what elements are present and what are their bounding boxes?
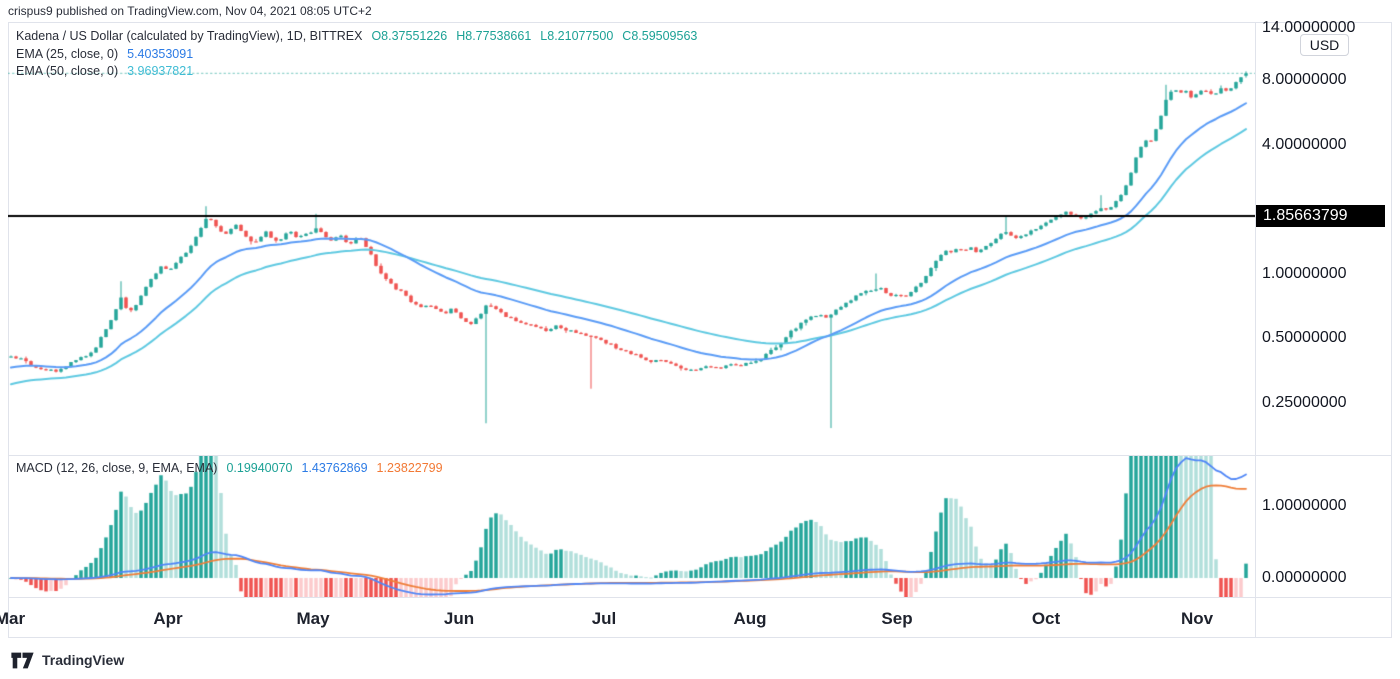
ema50-legend[interactable]: EMA (50, close, 0) 3.96937821 (16, 64, 193, 78)
price-axis-label: 8.00000000 (1262, 71, 1347, 88)
price-pane-canvas[interactable] (8, 22, 1255, 455)
price-axis-label: 0.25000000 (1262, 393, 1347, 411)
ema25-label: EMA (25, close, 0) (16, 47, 119, 61)
tradingview-logo-icon (11, 652, 34, 668)
price-axis-separator (1255, 22, 1256, 638)
ema25-value: 5.40353091 (127, 47, 194, 61)
ema50-label: EMA (50, close, 0) (16, 64, 119, 78)
time-axis-label-mar[interactable]: Mar (0, 609, 26, 628)
ohlc-close: C8.59509563 (622, 29, 698, 43)
pane-separator (8, 455, 1392, 456)
price-axis-label: 4.00000000 (1262, 135, 1347, 153)
horizontal-line-price-label[interactable]: 1.85663799 (1256, 205, 1385, 227)
ohlc-open: O8.37551226 (371, 29, 448, 43)
macd-pane-canvas[interactable] (8, 455, 1255, 597)
symbol-title: Kadena / US Dollar (calculated by Tradin… (16, 29, 363, 43)
currency-button[interactable]: USD (1300, 34, 1349, 56)
time-axis-label-jun[interactable]: Jun (443, 609, 475, 628)
macd-legend[interactable]: MACD (12, 26, close, 9, EMA, EMA) 0.19940… (16, 461, 443, 475)
attribution-text: crispus9 published on TradingView.com, N… (8, 4, 372, 18)
macd-label: MACD (12, 26, close, 9, EMA, EMA) (16, 461, 218, 475)
ohlc-low: L8.21077500 (540, 29, 614, 43)
tradingview-brand[interactable]: TradingView (10, 650, 124, 670)
macd-line-value: 1.43762869 (301, 461, 368, 475)
attribution-strip: crispus9 published on TradingView.com, N… (0, 0, 1400, 21)
price-axis-label: 1.00000000 (1262, 264, 1347, 282)
macd-axis-label: 0.00000000 (1262, 569, 1347, 586)
macd-hist-value: 0.19940070 (226, 461, 293, 475)
ema50-value: 3.96937821 (127, 64, 194, 78)
price-axis-label: 14.00000000 (1262, 18, 1356, 36)
brand-text: TradingView (42, 652, 125, 668)
time-axis-label-may[interactable]: May (296, 609, 330, 628)
price-axis-label: 0.50000000 (1262, 329, 1347, 346)
time-axis-label-jul[interactable]: Jul (591, 609, 617, 628)
time-axis-label-oct[interactable]: Oct (1031, 609, 1061, 628)
time-axis-label-apr[interactable]: Apr (153, 609, 183, 628)
ohlc-high: H8.77538661 (456, 29, 532, 43)
macd-signal-value: 1.23822799 (376, 461, 443, 475)
time-axis-label-sep[interactable]: Sep (881, 609, 913, 628)
macd-axis-label: 1.00000000 (1262, 497, 1347, 514)
symbol-legend[interactable]: Kadena / US Dollar (calculated by Tradin… (16, 29, 697, 43)
time-axis-separator (8, 597, 1392, 598)
ema25-legend[interactable]: EMA (25, close, 0) 5.40353091 (16, 47, 193, 61)
time-axis-label-aug[interactable]: Aug (733, 609, 767, 628)
time-axis-label-nov[interactable]: Nov (1180, 609, 1214, 628)
